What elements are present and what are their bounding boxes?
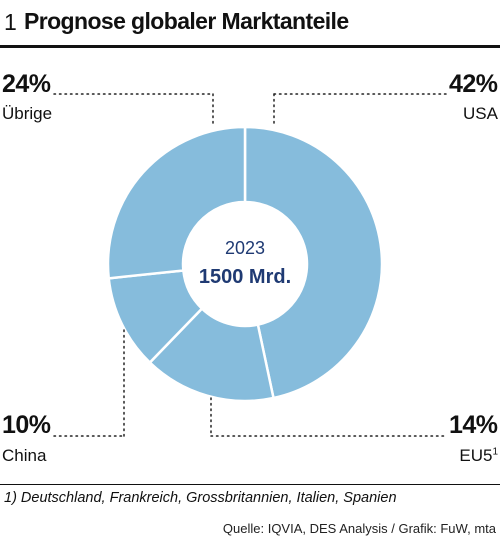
title-rule: [0, 45, 500, 48]
chart-title: Prognose globaler Marktanteile: [24, 8, 349, 34]
slice-label-eu5: EU51: [459, 446, 498, 466]
donut-slices: [106, 125, 384, 403]
center-year: 2023: [225, 238, 265, 258]
slice-pct-usa: 42%: [449, 70, 498, 98]
slice-pct-eu5: 14%: [449, 411, 498, 439]
source-credit: Quelle: IQVIA, DES Analysis / Grafik: Fu…: [222, 521, 496, 536]
figure-number: 1: [4, 9, 17, 35]
slice-pct-china: 10%: [2, 411, 51, 439]
donut-slice-usa: [243, 125, 384, 400]
footnote: 1) Deutschland, Frankreich, Grossbritann…: [4, 490, 397, 506]
leader-lines: [53, 93, 448, 437]
slice-label-eu5-text: EU5: [459, 446, 493, 465]
slice-pct-uebrige: 24%: [2, 70, 51, 98]
donut-chart: 2023 1500 Mrd.: [53, 93, 448, 437]
slice-label-eu5-footnote-ref: 1: [492, 446, 498, 458]
donut-slice--brige: [106, 125, 247, 280]
center-total: 1500 Mrd.: [199, 266, 291, 288]
footnote-rule: [0, 484, 500, 485]
slice-label-usa: USA: [463, 104, 498, 123]
slice-label-uebrige: Übrige: [2, 104, 53, 123]
chart-header: 1 Prognose globaler Marktanteile: [0, 0, 500, 46]
slice-label-china: China: [2, 446, 47, 465]
